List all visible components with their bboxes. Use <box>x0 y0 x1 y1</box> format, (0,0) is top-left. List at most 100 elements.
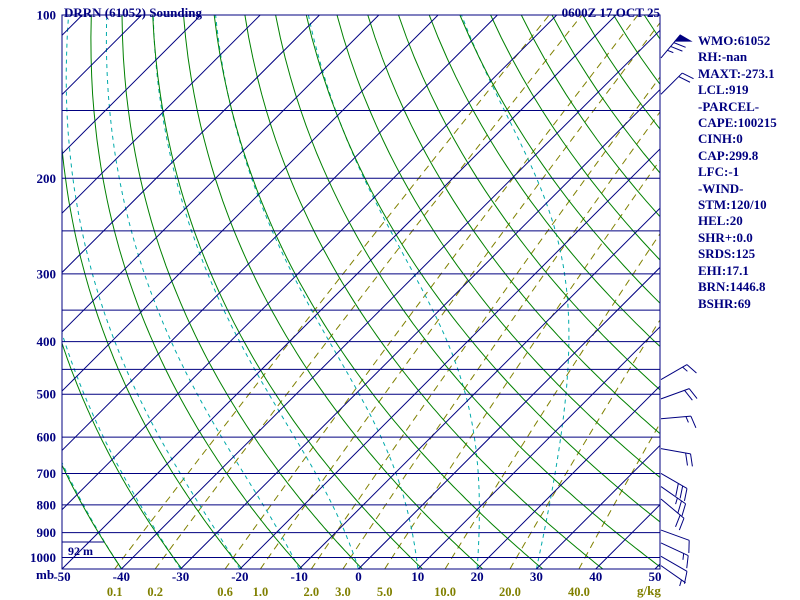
isotherm-line <box>62 15 498 452</box>
info-line: CINH:0 <box>698 131 743 147</box>
wind-barb <box>660 486 687 517</box>
dry-adiabat-line <box>367 15 660 435</box>
pressure-label: 500 <box>37 387 57 402</box>
mixing-ratio-line <box>384 159 660 569</box>
isotherm-line <box>62 15 83 37</box>
dry-adiabat-line <box>428 15 660 348</box>
info-line: -PARCEL- <box>698 98 760 114</box>
dry-adiabat-line <box>459 15 660 304</box>
dry-adiabat-line <box>183 15 483 569</box>
info-line: CAP:299.8 <box>698 147 759 163</box>
pressure-label: 600 <box>37 430 57 445</box>
mixing-ratio-line <box>310 76 660 569</box>
wind-barb <box>660 388 698 401</box>
dry-adiabat-line <box>62 341 183 569</box>
isotherm-line <box>62 15 380 333</box>
wind-barb <box>660 555 688 584</box>
mixing-ratio-label: 1.0 <box>253 585 269 599</box>
barb-full <box>684 389 693 401</box>
mixing-ratio-line <box>259 21 660 569</box>
barb-full <box>678 76 691 83</box>
wind-barb <box>660 542 689 569</box>
barb-full <box>673 42 686 48</box>
barb-half <box>682 553 685 560</box>
dry-adiabat-line <box>90 15 303 569</box>
mixing-ratio-label: 3.0 <box>335 585 351 599</box>
mixing-ratio-line <box>224 15 639 569</box>
isotherm-line <box>239 148 660 569</box>
info-line: MAXT:-273.1 <box>698 65 775 81</box>
dry-adiabat-line <box>62 142 243 569</box>
pressure-unit-label: mb <box>36 567 55 582</box>
info-line: BRN:1446.8 <box>698 279 766 295</box>
moist-adiabat-line <box>461 15 570 569</box>
isotherm-line <box>62 15 320 274</box>
wind-barb <box>660 498 685 531</box>
barb-staff <box>660 72 683 95</box>
mixing-ratio-label: 0.1 <box>107 585 123 599</box>
mixing-ratio-label: 10.0 <box>434 585 456 599</box>
temp-label: -40 <box>113 569 130 584</box>
temp-label: 10 <box>411 569 424 584</box>
barb-full <box>690 453 693 467</box>
isotherm-line <box>62 15 558 511</box>
barb-full <box>675 483 679 496</box>
isotherm-line <box>536 444 660 569</box>
surface-elevation-label: 92 m <box>68 544 93 558</box>
info-line: LCL:919 <box>698 82 749 98</box>
dry-adiabat-line <box>244 15 604 569</box>
pressure-label: 800 <box>37 497 57 512</box>
isotherm-line <box>62 15 261 214</box>
barb-half <box>685 416 689 423</box>
barb-pennant <box>674 34 693 42</box>
isotherm-line <box>180 88 660 569</box>
dry-adiabat-line <box>213 15 544 569</box>
info-line: SHR+:0.0 <box>698 229 753 245</box>
barb-full <box>690 415 697 428</box>
temp-label: 40 <box>589 569 602 584</box>
pressure-label: 700 <box>37 466 57 481</box>
moist-adiabat-line <box>152 15 359 569</box>
dry-adiabat-line <box>336 15 660 479</box>
pressure-label: 1000 <box>30 550 56 565</box>
info-line: -WIND- <box>698 180 744 196</box>
moist-adiabat-line <box>62 461 122 569</box>
barb-full <box>679 485 684 499</box>
barb-full <box>677 500 682 514</box>
temp-label: -10 <box>291 569 308 584</box>
mixing-unit-label: g/kg <box>637 583 661 598</box>
barb-half <box>667 49 674 54</box>
wind-barb <box>660 529 690 553</box>
mixing-ratio-label: 20.0 <box>499 585 521 599</box>
isotherm-line <box>476 385 660 569</box>
temp-label: 30 <box>530 569 543 584</box>
info-line: WMO:61052 <box>698 33 771 48</box>
wind-barb <box>660 364 697 381</box>
barb-full <box>683 571 688 584</box>
chart-datetime: 0600Z 17 OCT 25 <box>561 5 660 20</box>
info-line: STM:120/10 <box>698 197 767 213</box>
barb-full <box>686 555 689 569</box>
mixing-ratio-line <box>154 15 583 569</box>
wind-barb <box>660 473 688 501</box>
mixing-ratio-line <box>342 111 660 569</box>
moist-adiabat-line <box>307 15 480 569</box>
info-line: EHI:17.1 <box>698 262 749 278</box>
isotherm-line <box>417 326 660 569</box>
temp-label: 20 <box>471 569 484 584</box>
temp-label: 50 <box>649 569 662 584</box>
chart-title: DRRN (61052) Sounding <box>64 5 202 20</box>
isotherm-line <box>120 29 660 569</box>
info-panel: WMO:61052 RH:-nan MAXT:-273.1 LCL:919 -PARCE… <box>698 33 777 312</box>
barb-half <box>679 579 682 587</box>
plot-lines <box>62 15 660 569</box>
temp-label: -50 <box>53 569 70 584</box>
dry-adiabat-line <box>275 15 660 568</box>
temp-label: -20 <box>231 569 248 584</box>
isotherm-line <box>62 15 439 392</box>
barb-staff <box>660 555 688 572</box>
barb-full <box>670 46 683 52</box>
isotherm-line <box>62 15 617 569</box>
